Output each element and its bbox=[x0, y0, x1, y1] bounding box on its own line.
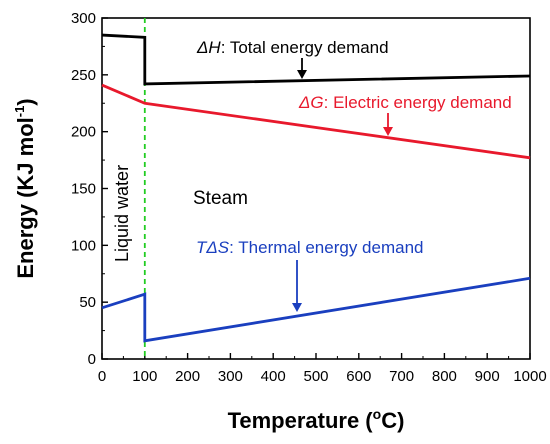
electric-energy-label-text: : Electric energy demand bbox=[324, 93, 512, 112]
liquid-water-label: Liquid water bbox=[112, 165, 132, 262]
y-tick-label: 150 bbox=[71, 181, 96, 198]
x-tick-label: 100 bbox=[132, 368, 157, 385]
data-lines bbox=[101, 18, 531, 359]
steam-label: Steam bbox=[193, 188, 248, 209]
y-tick-label: 100 bbox=[71, 237, 96, 254]
x-tick-label: 700 bbox=[389, 368, 414, 385]
y-tick-label: 250 bbox=[71, 67, 96, 84]
electric-energy-label-symbol: ΔG bbox=[298, 93, 324, 112]
total-energy-label: ΔH: Total energy demand bbox=[196, 38, 389, 57]
electric-energy-line bbox=[101, 83, 531, 160]
plot-frame bbox=[101, 17, 531, 360]
thermal-energy-label-text: : Thermal energy demand bbox=[229, 238, 423, 257]
y-tick-label: 50 bbox=[79, 294, 96, 311]
x-tick-label: 300 bbox=[218, 368, 243, 385]
y-tick-label: 0 bbox=[88, 351, 96, 368]
thermal-energy-label-arrow-head bbox=[292, 303, 302, 312]
total-energy-label-symbol: ΔH bbox=[196, 38, 221, 57]
x-tick-label: 500 bbox=[303, 368, 328, 385]
total-energy-label-text: : Total energy demand bbox=[221, 38, 389, 57]
thermal-energy-label-symbol: TΔS bbox=[196, 238, 230, 257]
x-axis-title: Temperature (oC) bbox=[228, 406, 405, 433]
electric-energy-label: ΔG: Electric energy demand bbox=[298, 93, 512, 112]
y-tick-label: 300 bbox=[71, 10, 96, 27]
x-tick-label: 200 bbox=[175, 368, 200, 385]
electric-energy-label-arrow-head bbox=[383, 127, 393, 136]
total-energy-label-arrow-head bbox=[297, 70, 307, 79]
x-tick-label: 800 bbox=[432, 368, 457, 385]
thermal-energy-label: TΔS: Thermal energy demand bbox=[196, 238, 424, 257]
y-axis-title: Energy (KJ mol-1) bbox=[12, 98, 38, 278]
x-tick-label: 600 bbox=[346, 368, 371, 385]
x-tick-label: 900 bbox=[475, 368, 500, 385]
x-tick-label: 1000 bbox=[513, 368, 546, 385]
x-tick-label: 0 bbox=[98, 368, 106, 385]
annotations: Liquid water Steam ΔH: Total energy demand… bbox=[112, 38, 512, 312]
axes: 0 100 200 300 400 500 600 700 800 900 1000 0 50 100 15… bbox=[12, 10, 547, 433]
thermal-energy-line bbox=[101, 276, 531, 343]
y-tick-label: 200 bbox=[71, 124, 96, 141]
x-tick-label: 400 bbox=[261, 368, 286, 385]
total-energy-line bbox=[101, 33, 531, 86]
